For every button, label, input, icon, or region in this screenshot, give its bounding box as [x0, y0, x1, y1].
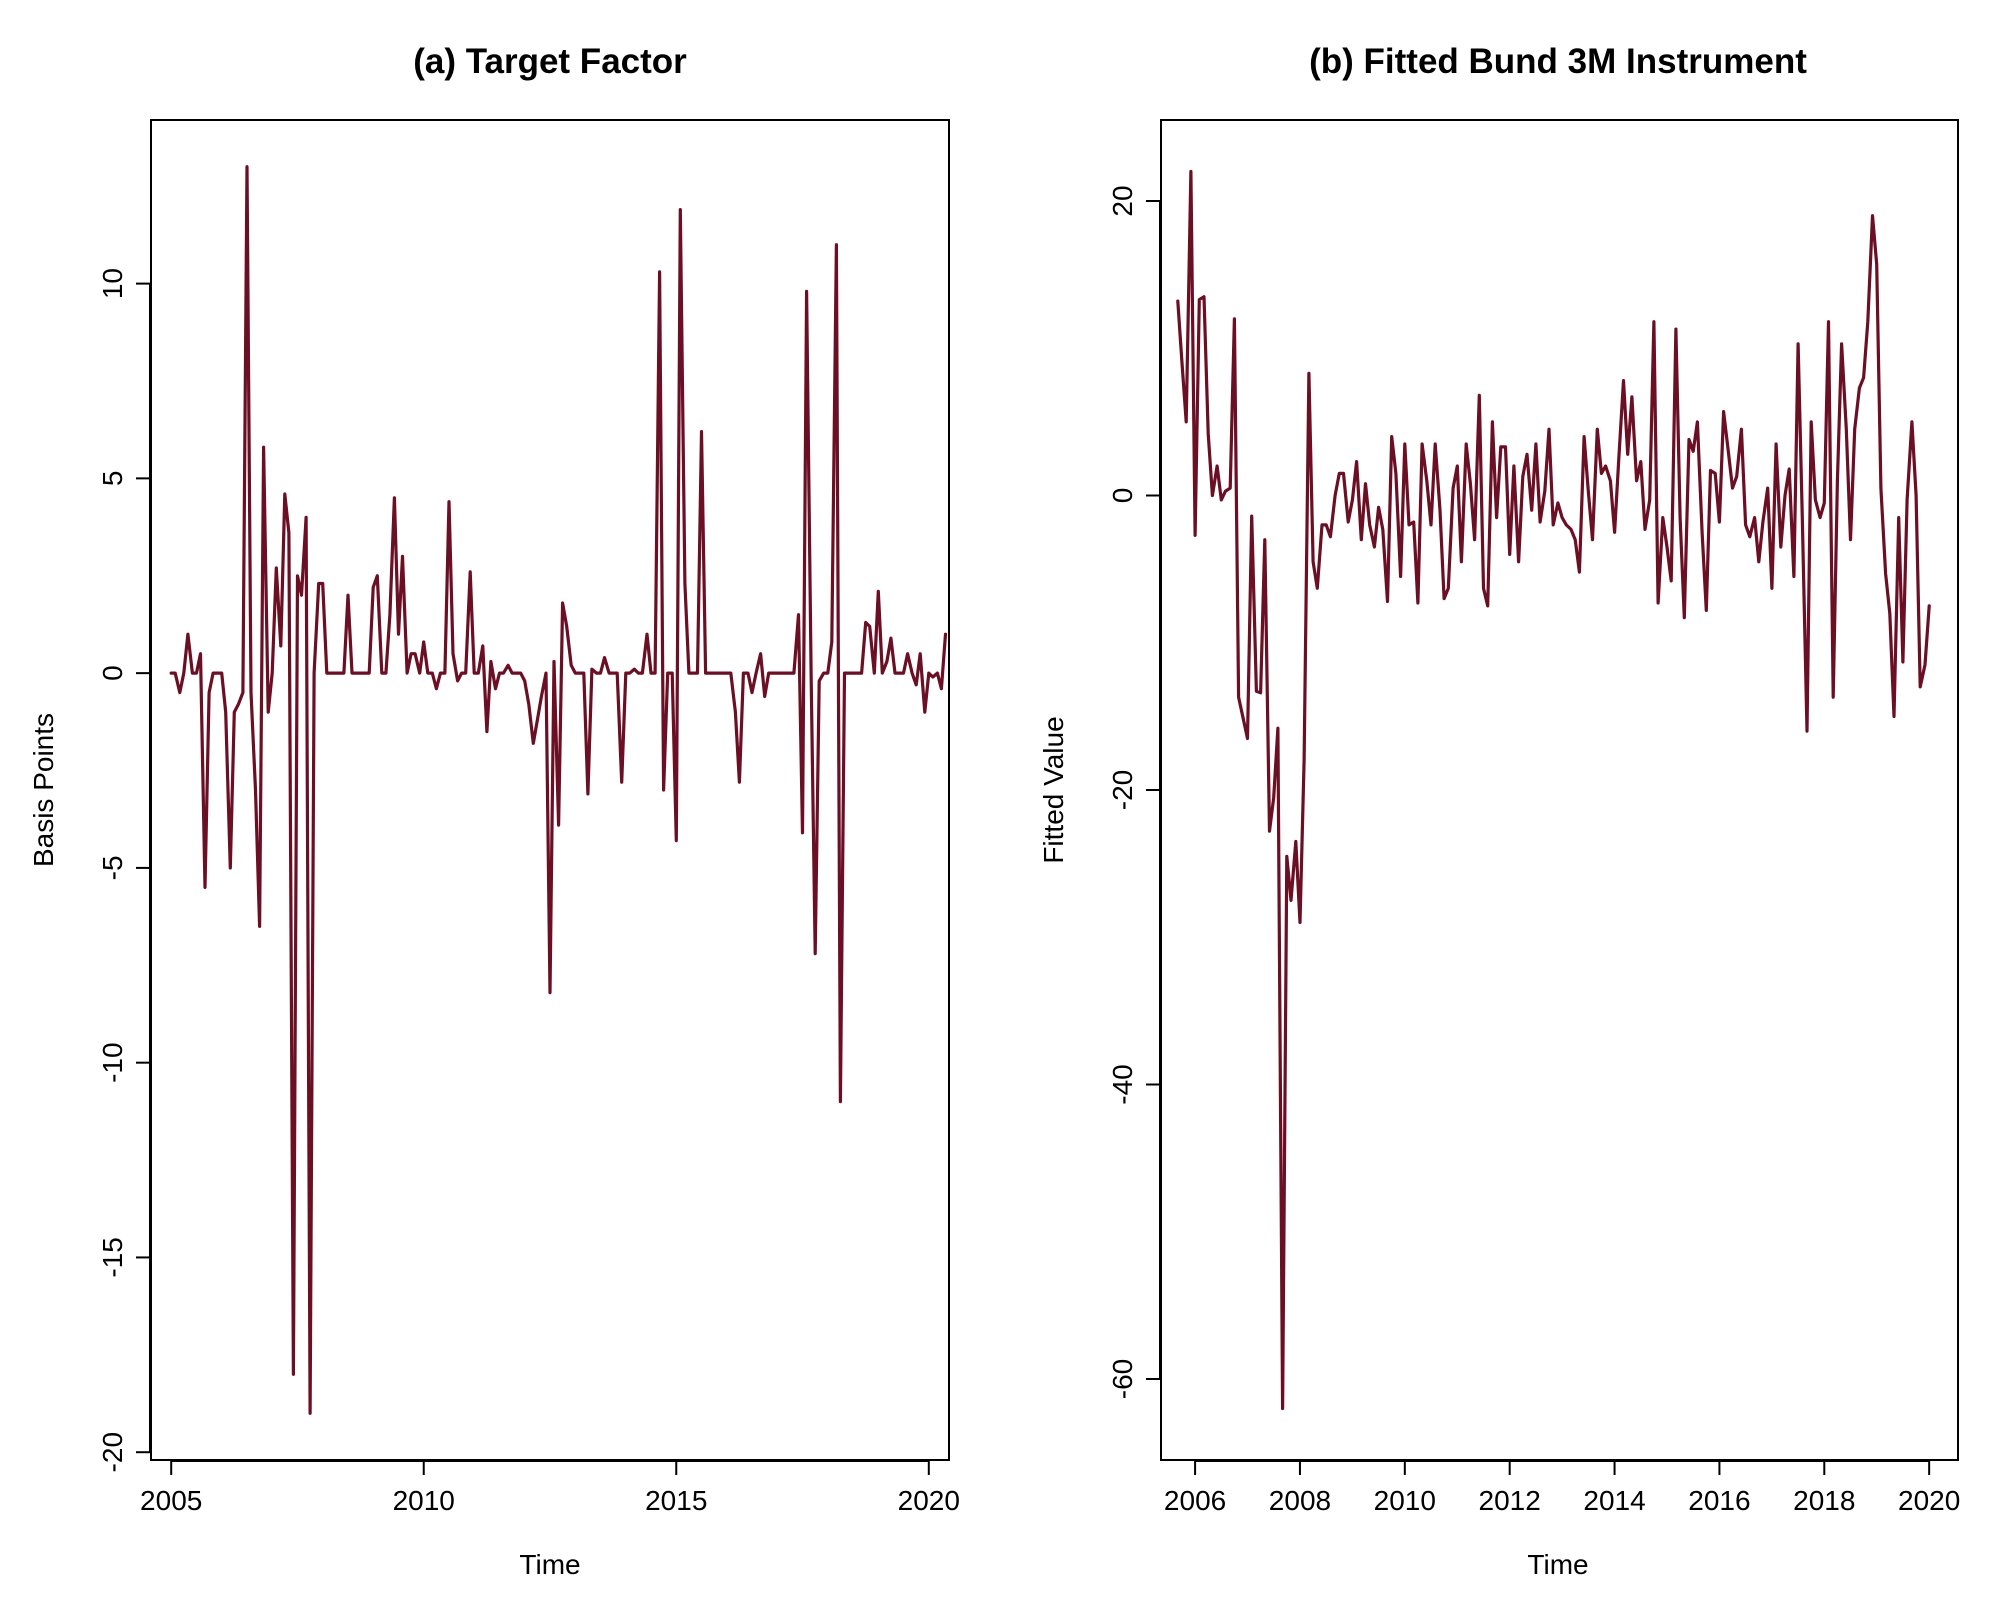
series-line [169, 165, 948, 1415]
x-tick-label: 2010 [1374, 1485, 1436, 1516]
panel-target-factor: (a) Target Factor Time Basis Points 2005… [28, 42, 960, 1580]
series-layer [1176, 169, 1931, 1411]
panel-fitted-bund-3m-instrument: (b) Fitted Bund 3M Instrument Time Fitte… [1038, 42, 1960, 1580]
x-tick-label: 2020 [898, 1485, 960, 1516]
x-axis: 2005 2010 2015 2020 [140, 1460, 960, 1516]
x-axis: 2006 2008 2010 2012 2014 2016 2018 2020 [1164, 1460, 1960, 1516]
y-tick-label: -60 [1107, 1359, 1138, 1399]
y-tick-label: -20 [97, 1432, 128, 1472]
x-tick-label: 2008 [1269, 1485, 1331, 1516]
x-tick-label: 2016 [1688, 1485, 1750, 1516]
x-tick-label: 2005 [140, 1485, 202, 1516]
series-layer [169, 165, 948, 1415]
x-tick-label: 2020 [1898, 1485, 1960, 1516]
x-tick-label: 2018 [1793, 1485, 1855, 1516]
x-tick-label: 2006 [1164, 1485, 1226, 1516]
y-tick-label: 5 [97, 471, 128, 487]
series-line [1176, 169, 1931, 1411]
panel-title: (b) Fitted Bund 3M Instrument [1309, 42, 1807, 81]
x-tick-label: 2010 [393, 1485, 455, 1516]
x-tick-label: 2015 [645, 1485, 707, 1516]
y-tick-label: -40 [1107, 1064, 1138, 1104]
y-tick-label: 0 [97, 665, 128, 681]
x-tick-label: 2014 [1583, 1485, 1645, 1516]
y-tick-label: -5 [97, 855, 128, 880]
y-tick-label: 10 [97, 268, 128, 299]
x-axis-label: Time [519, 1549, 580, 1580]
y-axis-label: Basis Points [28, 713, 59, 867]
x-axis-label: Time [1527, 1549, 1588, 1580]
x-tick-label: 2012 [1479, 1485, 1541, 1516]
y-tick-label: -20 [1107, 770, 1138, 810]
y-axis: -20 -15 -10 -5 0 5 10 [97, 268, 151, 1472]
y-tick-label: 20 [1107, 185, 1138, 216]
y-tick-label: -15 [97, 1237, 128, 1277]
y-tick-label: -10 [97, 1042, 128, 1082]
y-axis: -60 -40 -20 0 20 [1107, 185, 1161, 1399]
panel-title: (a) Target Factor [413, 42, 687, 81]
y-axis-label: Fitted Value [1038, 716, 1069, 863]
y-tick-label: 0 [1107, 488, 1138, 504]
